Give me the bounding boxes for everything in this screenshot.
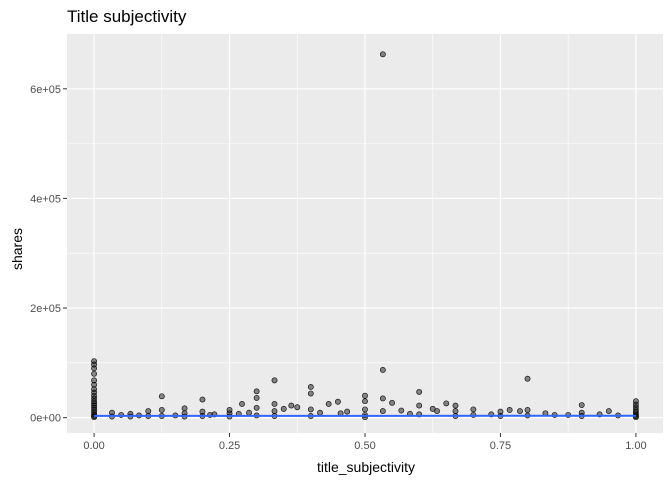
x-tick-label: 0.50 xyxy=(354,440,375,452)
data-point xyxy=(253,394,260,401)
x-tick-label: 0.25 xyxy=(219,440,240,452)
data-point xyxy=(362,406,368,413)
data-point xyxy=(416,402,423,409)
data-point xyxy=(379,367,386,373)
data-point xyxy=(253,388,260,395)
data-point xyxy=(271,408,278,415)
data-point xyxy=(362,398,368,405)
data-point xyxy=(91,381,98,388)
x-tick-label: 0.75 xyxy=(490,440,511,452)
data-point xyxy=(91,402,98,409)
data-point xyxy=(605,408,612,415)
plot-panel xyxy=(67,34,663,433)
x-axis-title: title_subjectivity xyxy=(317,459,415,475)
data-point xyxy=(452,402,459,409)
data-point xyxy=(288,402,295,409)
data-point xyxy=(145,408,152,415)
data-point xyxy=(470,406,477,413)
data-point xyxy=(91,398,98,405)
data-point xyxy=(239,401,245,407)
data-point xyxy=(91,377,98,384)
data-point xyxy=(91,407,98,413)
data-point xyxy=(379,395,386,402)
y-tick-label: 4e+05 xyxy=(30,193,61,205)
data-point xyxy=(334,398,341,405)
x-tick-label: 1.00 xyxy=(625,440,646,452)
data-point xyxy=(325,401,332,407)
data-point xyxy=(452,408,459,415)
y-tick-label: 2e+05 xyxy=(30,303,61,315)
data-point xyxy=(497,408,504,415)
data-point xyxy=(253,404,260,411)
data-point xyxy=(524,375,531,382)
data-point xyxy=(271,401,278,407)
data-point xyxy=(578,402,585,408)
y-tick-label: 0e+00 xyxy=(30,413,61,425)
data-point xyxy=(199,408,206,415)
data-point xyxy=(294,404,301,411)
data-point xyxy=(362,392,368,399)
data-point xyxy=(398,407,405,414)
data-point xyxy=(246,409,253,416)
data-point xyxy=(307,406,314,413)
data-point xyxy=(443,400,450,407)
data-point xyxy=(344,408,351,415)
data-point xyxy=(91,370,98,377)
data-point xyxy=(317,409,323,416)
y-axis: 0e+00 2e+05 4e+05 6e+05 xyxy=(30,84,67,425)
data-point xyxy=(517,408,523,415)
data-point xyxy=(199,396,206,403)
y-axis-title: shares xyxy=(9,228,25,270)
y-tick-label: 6e+05 xyxy=(30,84,61,96)
data-point xyxy=(271,377,278,384)
data-point xyxy=(307,390,314,397)
data-point xyxy=(158,407,165,413)
data-point xyxy=(506,407,513,413)
data-point xyxy=(416,388,423,395)
data-point xyxy=(280,405,287,412)
chart-title: Title subjectivity xyxy=(67,7,187,26)
data-point xyxy=(524,407,531,413)
data-point xyxy=(307,384,314,390)
data-point xyxy=(91,404,98,411)
data-point xyxy=(379,51,386,58)
x-tick-label: 0.00 xyxy=(83,440,104,452)
data-point xyxy=(434,408,441,415)
data-point xyxy=(632,407,639,413)
data-point xyxy=(91,400,98,407)
data-point xyxy=(379,408,386,415)
data-point xyxy=(91,365,98,372)
data-point xyxy=(389,399,396,406)
data-point xyxy=(181,405,188,412)
data-point xyxy=(158,393,165,400)
x-axis: 0.00 0.25 0.50 0.75 1.00 xyxy=(83,433,647,452)
